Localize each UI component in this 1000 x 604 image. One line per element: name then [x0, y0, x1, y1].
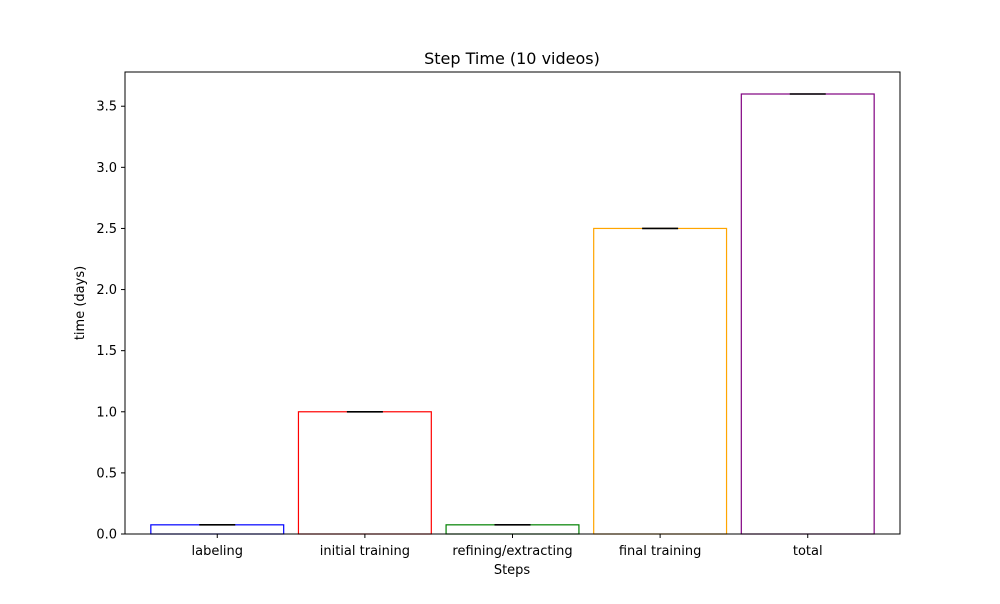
bar-1 [297, 411, 432, 535]
x-tick-label-0: labeling [191, 544, 243, 559]
bars-layer [150, 93, 875, 535]
x-tick-label-2: refining/extracting [452, 544, 572, 559]
y-tick-label-7: 3.5 [96, 100, 117, 115]
y-tick-label-0: 0.0 [96, 528, 117, 543]
x-tick-label-1: initial training [320, 544, 410, 559]
y-axis-ticks: 0.0 0.5 1.0 1.5 2.0 2.5 3.0 3.5 [96, 100, 125, 543]
x-axis-label: Steps [494, 563, 531, 578]
x-tick-label-3: final training [619, 544, 702, 559]
plot-frame [124, 71, 901, 535]
y-tick-label-3: 1.5 [96, 344, 117, 359]
y-axis-label: time (days) [73, 266, 88, 340]
bar-2 [445, 524, 580, 535]
y-tick-label-2: 1.0 [96, 405, 117, 420]
y-tick-label-4: 2.0 [96, 283, 117, 298]
error-bars-layer [199, 93, 826, 526]
bar-0 [150, 524, 285, 535]
bar-3 [593, 227, 728, 535]
y-tick-label-5: 2.5 [96, 222, 117, 237]
x-tick-label-4: total [793, 544, 823, 559]
y-tick-label-1: 0.5 [96, 466, 117, 481]
y-tick-label-6: 3.0 [96, 161, 117, 176]
x-axis-ticks: labeling initial training refining/extract… [191, 534, 823, 559]
bar-4 [740, 93, 875, 535]
chart-title: Step Time (10 videos) [424, 49, 600, 68]
